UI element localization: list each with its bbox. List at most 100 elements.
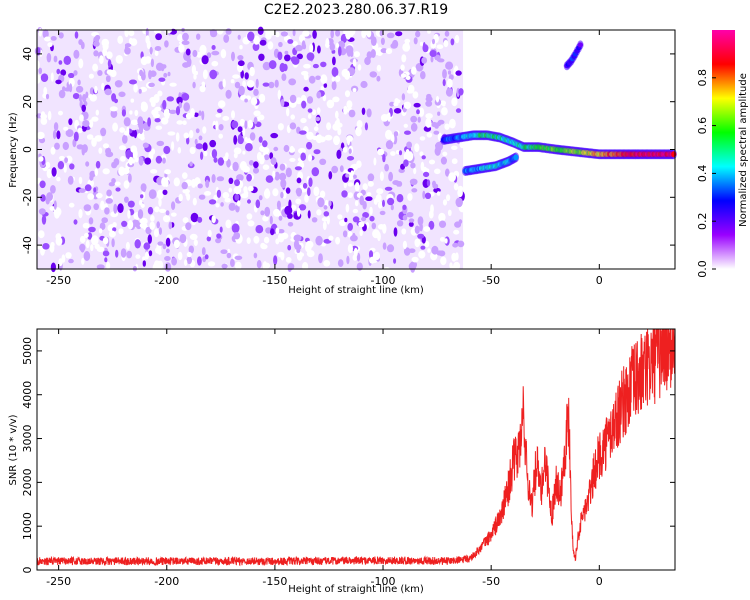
noise-cell	[450, 38, 455, 46]
noise-cell	[262, 82, 270, 87]
noise-cell	[350, 170, 354, 178]
noise-cell	[379, 210, 386, 216]
noise-cell	[117, 203, 124, 214]
noise-cell	[85, 240, 90, 249]
noise-cell	[64, 157, 68, 164]
noise-cell	[415, 30, 421, 38]
noise-cell	[211, 215, 216, 224]
noise-cell	[300, 117, 307, 124]
noise-cell	[176, 120, 184, 125]
noise-cell	[390, 42, 398, 49]
noise-cell	[306, 141, 313, 150]
noise-cell	[63, 55, 72, 65]
noise-cell	[340, 33, 347, 44]
noise-cell	[396, 220, 404, 227]
noise-cell	[201, 55, 209, 65]
noise-cell	[38, 156, 44, 162]
noise-cell	[231, 110, 235, 119]
noise-cell	[426, 93, 432, 99]
noise-cell	[207, 261, 216, 267]
signal-track-cell	[671, 151, 677, 158]
colorbar-ticks: 0.0 0.2 0.4 0.6 0.8	[696, 69, 716, 278]
noise-cell	[120, 248, 127, 258]
noise-cell	[301, 70, 309, 76]
noise-cell	[284, 54, 291, 62]
noise-cell	[347, 243, 353, 254]
noise-cell	[373, 157, 377, 166]
noise-cell	[115, 187, 121, 192]
noise-cell	[107, 59, 112, 68]
noise-cell	[411, 188, 418, 193]
noise-cell	[40, 194, 46, 202]
noise-cell	[408, 262, 417, 271]
noise-cell	[49, 243, 55, 253]
noise-cell	[347, 182, 354, 187]
noise-cell	[393, 108, 402, 114]
noise-cell	[413, 102, 421, 108]
noise-cell	[376, 64, 382, 72]
noise-cell	[250, 97, 258, 106]
noise-cell	[95, 192, 103, 199]
noise-cell	[345, 203, 350, 213]
noise-cell	[153, 113, 160, 119]
noise-cell	[457, 188, 463, 198]
noise-cell	[459, 140, 465, 149]
noise-cell	[220, 202, 224, 207]
noise-cell	[186, 256, 192, 265]
noise-cell	[389, 101, 395, 107]
noise-cell	[335, 110, 339, 119]
noise-cell	[173, 177, 180, 187]
noise-cell	[370, 36, 377, 46]
noise-cell	[237, 55, 244, 61]
noise-cell	[449, 118, 456, 129]
noise-cell	[296, 177, 302, 184]
noise-cell	[233, 186, 242, 195]
noise-cell	[316, 209, 322, 216]
noise-cell	[342, 146, 348, 153]
noise-cell	[135, 254, 141, 259]
noise-cell	[147, 206, 154, 215]
noise-cell	[165, 210, 170, 216]
noise-cell	[38, 230, 45, 239]
noise-cell	[409, 178, 418, 185]
noise-cell	[328, 235, 334, 241]
noise-cell	[303, 63, 311, 69]
noise-cell	[268, 81, 275, 89]
noise-cell	[210, 30, 218, 38]
noise-cell	[386, 32, 395, 39]
noise-cell	[437, 111, 441, 116]
noise-cell	[443, 40, 449, 48]
noise-cell	[198, 135, 203, 141]
noise-cell	[265, 175, 274, 183]
noise-cell	[182, 172, 188, 180]
noise-cell	[246, 173, 253, 182]
noise-cell	[260, 242, 266, 249]
noise-cell	[374, 251, 380, 261]
noise-cell	[95, 160, 101, 169]
noise-cell	[237, 34, 241, 40]
noise-cell	[362, 183, 368, 191]
noise-cell	[335, 29, 341, 37]
x-tick-label: 0	[596, 274, 603, 287]
noise-cell	[85, 161, 90, 167]
noise-cell	[403, 123, 408, 128]
noise-cell	[231, 51, 235, 62]
noise-cell	[446, 78, 453, 89]
noise-cell	[193, 73, 197, 80]
noise-cell	[234, 255, 243, 260]
y-tick-label: 0	[21, 146, 34, 153]
noise-cell	[50, 262, 57, 273]
noise-cell	[401, 228, 407, 235]
noise-cell	[429, 50, 437, 57]
noise-cell	[202, 69, 208, 80]
noise-cell	[357, 64, 362, 71]
noise-cell	[302, 30, 310, 37]
noise-cell	[434, 54, 441, 61]
noise-cell	[102, 143, 110, 149]
noise-cell	[259, 39, 267, 46]
noise-cell	[319, 190, 326, 198]
noise-cell	[182, 217, 189, 224]
noise-cell	[89, 174, 94, 181]
noise-cell	[226, 252, 232, 259]
noise-cell	[209, 139, 217, 148]
